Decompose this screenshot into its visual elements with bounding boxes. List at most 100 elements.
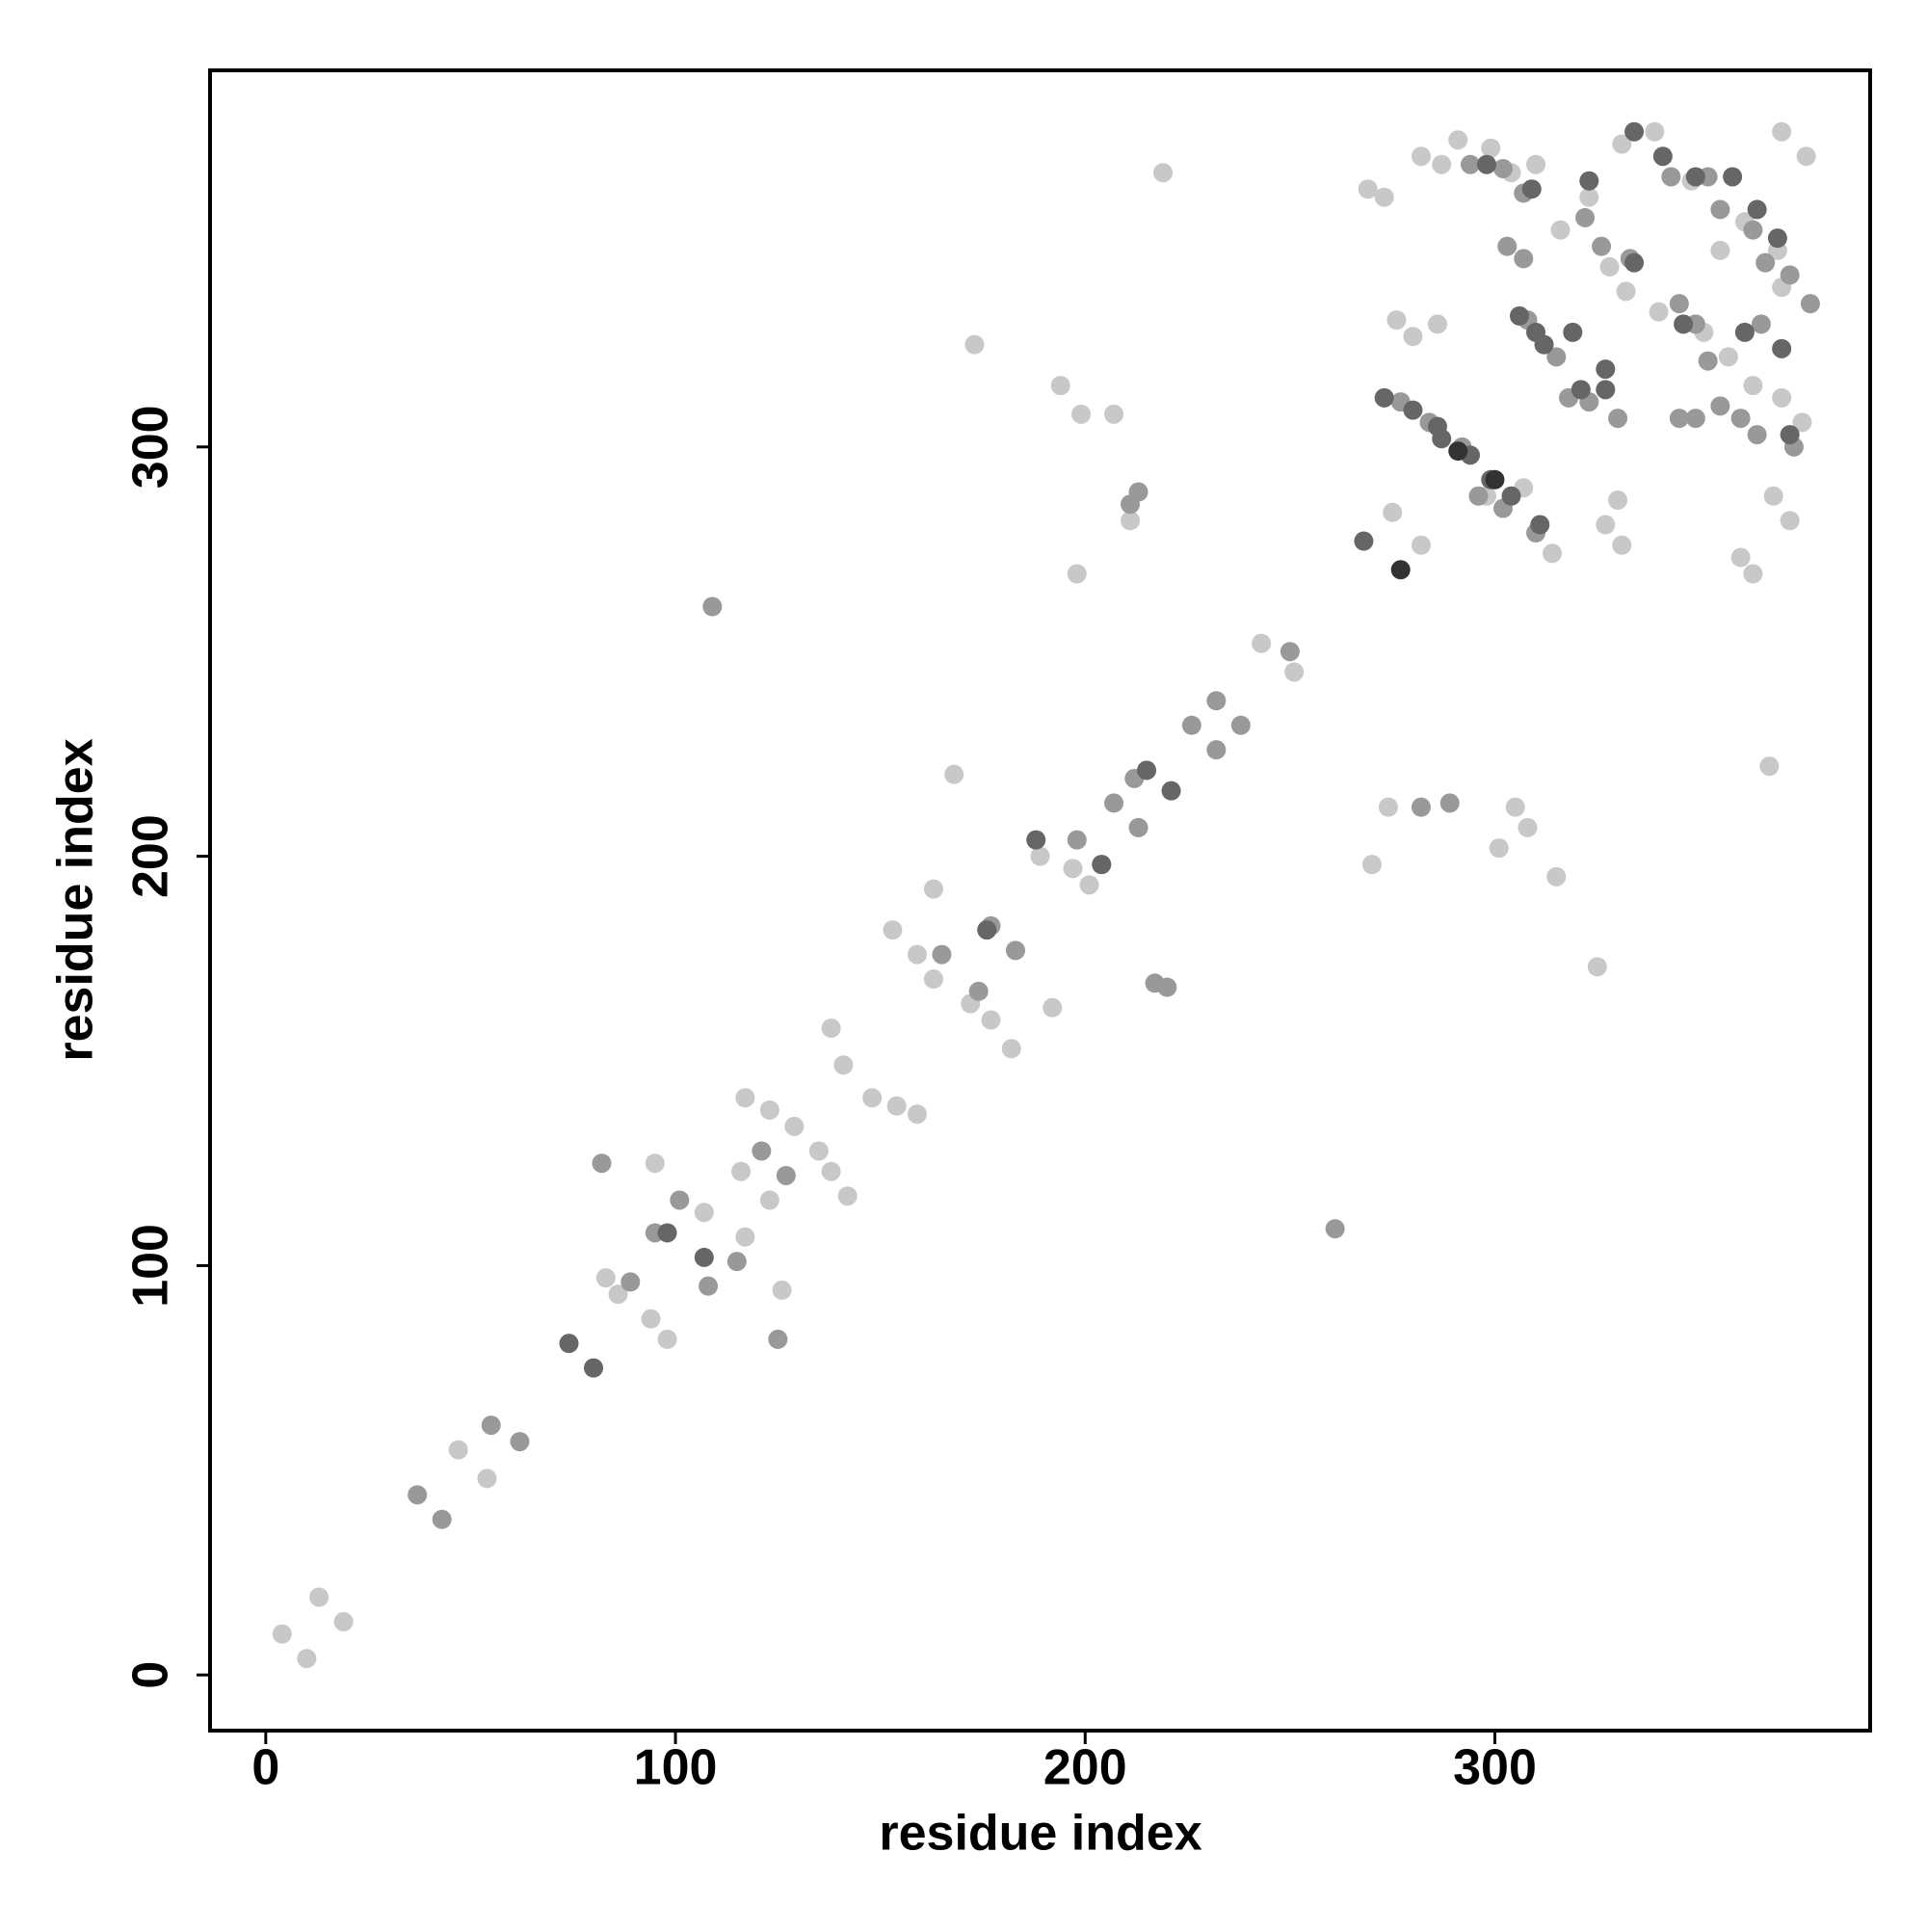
contact-point (1411, 797, 1431, 817)
contact-point (1157, 977, 1177, 997)
contact-point (1763, 486, 1783, 506)
contact-point (1743, 220, 1763, 240)
contact-point (1161, 781, 1181, 801)
contact-point (1669, 409, 1689, 429)
contact-point (1575, 207, 1596, 227)
contact-point (1772, 387, 1792, 408)
contact-point (1137, 760, 1157, 781)
contact-point (309, 1587, 330, 1607)
contact-point (1612, 134, 1632, 154)
contact-point (1493, 158, 1514, 178)
contact-point (907, 944, 927, 965)
contact-point (584, 1358, 604, 1378)
contact-point (1669, 294, 1689, 314)
contact-point (608, 1284, 628, 1305)
contact-point (1501, 486, 1521, 506)
contact-point (1153, 163, 1174, 183)
y-tick-label: 100 (123, 1224, 179, 1308)
contact-point (1050, 376, 1070, 396)
contact-point (932, 944, 952, 965)
contact-point (1616, 281, 1636, 302)
contact-point (1530, 515, 1550, 535)
contact-point (886, 1096, 907, 1116)
contact-point (1460, 154, 1480, 174)
contact-point (1432, 154, 1452, 174)
contact-point (1747, 199, 1767, 220)
y-tick-label: 200 (123, 814, 179, 898)
contact-point (1734, 322, 1755, 342)
contact-point (726, 1252, 747, 1272)
contact-point (1374, 187, 1394, 207)
contact-point (808, 1141, 829, 1161)
contact-point (1489, 838, 1509, 859)
contact-point (1476, 154, 1496, 174)
contact-point (559, 1334, 579, 1354)
contact-point (657, 1223, 677, 1243)
contact-point (1361, 855, 1382, 875)
contact-point (1510, 305, 1530, 326)
contact-point (1439, 793, 1460, 813)
contact-point (1608, 409, 1628, 429)
contact-point (1521, 179, 1542, 199)
contact-point (1390, 560, 1411, 580)
y-axis-title: residue index (48, 738, 104, 1061)
contact-point (1206, 691, 1227, 711)
contact-point (1448, 441, 1468, 462)
contact-point (592, 1153, 612, 1174)
contact-point (297, 1649, 317, 1669)
contact-point (510, 1432, 530, 1452)
contact-point (1780, 425, 1800, 445)
contact-point (821, 1019, 841, 1039)
contact-point (1579, 171, 1599, 191)
contact-point (1230, 715, 1251, 735)
contact-point (1685, 167, 1705, 187)
contact-point (759, 1099, 779, 1120)
contact-point (272, 1624, 292, 1644)
contact-point (1252, 633, 1272, 653)
contact-point (768, 1329, 788, 1349)
contact-point (1772, 338, 1792, 358)
contact-point (776, 1165, 796, 1185)
contact-point (481, 1416, 501, 1436)
contact-point (1710, 240, 1730, 260)
contact-point (784, 1116, 805, 1136)
contact-point (1546, 866, 1567, 887)
contact-point (1767, 228, 1787, 249)
contact-point (1079, 875, 1099, 895)
contact-point (477, 1469, 497, 1489)
contact-point (1518, 817, 1538, 837)
contact-point (1403, 400, 1423, 420)
x-tick-label: 200 (1043, 1740, 1127, 1796)
contact-point (1730, 409, 1751, 429)
contact-point (1546, 347, 1567, 367)
contact-point (1526, 154, 1546, 174)
x-tick-label: 0 (251, 1740, 279, 1796)
contact-point (1710, 199, 1730, 220)
contact-point (1030, 846, 1050, 866)
contact-point (1378, 797, 1398, 817)
contact-point (772, 1280, 792, 1300)
contact-point (1661, 167, 1681, 187)
contact-point (1386, 310, 1407, 331)
contact-point (1596, 380, 1616, 400)
contact-point (731, 1161, 752, 1181)
contact-point (923, 969, 943, 990)
contact-point (1608, 490, 1628, 511)
contact-point (702, 596, 723, 617)
x-tick-label: 300 (1453, 1740, 1537, 1796)
plot-frame (208, 68, 1872, 1733)
contact-point (1652, 146, 1673, 167)
contact-point (1121, 511, 1141, 531)
contact-point (1747, 425, 1767, 445)
contact-point (694, 1203, 714, 1223)
contact-point (432, 1509, 452, 1529)
contact-point (645, 1153, 665, 1174)
contact-point (1543, 543, 1563, 564)
contact-point (1411, 535, 1431, 555)
contact-point (1759, 756, 1780, 777)
contact-point (1550, 220, 1571, 240)
contact-point (837, 1186, 858, 1206)
contact-point (1751, 314, 1771, 334)
x-axis-title: residue index (879, 1806, 1201, 1862)
